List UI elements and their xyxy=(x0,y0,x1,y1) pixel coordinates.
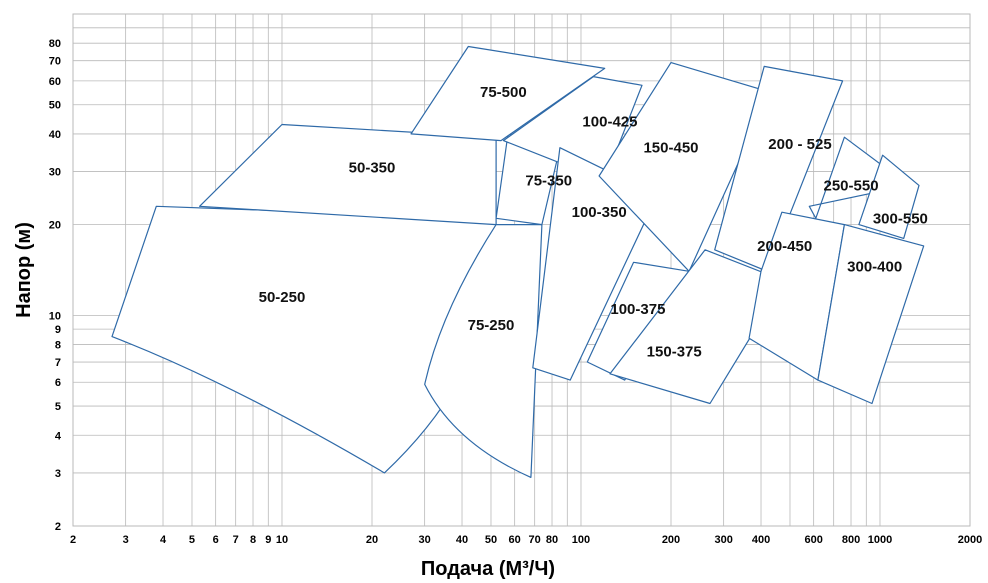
x-tick-label: 50 xyxy=(485,534,497,546)
x-tick-labels: 2 3 4 5 6 7 8 9 10 20 30 40 50 60 70 80 100 200 300 400 600 8… xyxy=(70,534,982,546)
y-tick-labels: 2 3 4 5 6 7 8 9 10 20 30 40 50 60 70 80 xyxy=(49,38,62,533)
x-tick-label: 800 xyxy=(842,534,860,546)
region-label: 300-400 xyxy=(847,259,902,276)
x-tick-label: 400 xyxy=(752,534,770,546)
region-label: 250-550 xyxy=(823,177,878,194)
y-tick-label: 9 xyxy=(55,324,61,336)
region-300-550 xyxy=(858,154,920,239)
y-tick-label: 7 xyxy=(55,357,61,369)
x-tick-label: 30 xyxy=(419,534,431,546)
x-tick-label: 10 xyxy=(276,534,288,546)
region-200-525 xyxy=(714,65,844,272)
y-tick-label: 8 xyxy=(55,340,61,352)
x-tick-label: 200 xyxy=(662,534,680,546)
x-tick-label: 7 xyxy=(233,534,239,546)
pump-regions xyxy=(111,45,925,478)
region-label: 75-250 xyxy=(468,317,515,334)
x-tick-label: 2000 xyxy=(958,534,982,546)
y-tick-label: 5 xyxy=(55,401,61,413)
region-75-250 xyxy=(424,224,543,478)
region-label: 75-500 xyxy=(480,84,527,101)
y-tick-label: 4 xyxy=(55,430,62,442)
region-label: 300-550 xyxy=(873,210,928,227)
x-tick-label: 20 xyxy=(366,534,378,546)
y-tick-label: 30 xyxy=(49,167,61,179)
x-tick-label: 80 xyxy=(546,534,558,546)
x-tick-label: 600 xyxy=(804,534,822,546)
region-75-500 xyxy=(410,45,606,142)
x-tick-label: 5 xyxy=(189,534,195,546)
x-tick-label: 9 xyxy=(265,534,271,546)
x-tick-label: 70 xyxy=(529,534,541,546)
x-tick-label: 60 xyxy=(509,534,521,546)
y-axis-title: Напор (м) xyxy=(13,222,35,318)
y-tick-label: 10 xyxy=(49,310,61,322)
y-tick-label: 50 xyxy=(49,100,61,112)
plot-frame xyxy=(72,13,971,527)
region-label: 150-450 xyxy=(643,140,698,157)
x-tick-label: 8 xyxy=(250,534,256,546)
region-label: 150-375 xyxy=(647,343,702,360)
x-tick-label: 1000 xyxy=(868,534,892,546)
region-label: 50-250 xyxy=(259,289,306,306)
x-tick-label: 4 xyxy=(160,534,167,546)
region-label: 50-350 xyxy=(349,159,396,176)
x-tick-label: 3 xyxy=(123,534,129,546)
region-150-375 xyxy=(609,249,786,405)
x-axis-title: Подача (М³/Ч) xyxy=(421,558,555,580)
region-label: 200-450 xyxy=(757,238,812,255)
region-label: 75-350 xyxy=(525,173,572,190)
x-tick-label: 300 xyxy=(714,534,732,546)
region-labels: 50-250 50-350 75-250 75-350 75-500 100-425 100… xyxy=(259,84,928,360)
region-label: 100-425 xyxy=(582,113,637,130)
region-label: 100-350 xyxy=(572,204,627,221)
x-tick-label: 6 xyxy=(213,534,219,546)
x-tick-label: 40 xyxy=(456,534,468,546)
y-tick-label: 2 xyxy=(55,521,61,533)
y-tick-label: 80 xyxy=(49,38,61,50)
region-100-375 xyxy=(586,261,690,381)
x-tick-label: 100 xyxy=(572,534,590,546)
y-tick-label: 6 xyxy=(55,377,61,389)
region-300-400 xyxy=(817,224,925,405)
y-tick-label: 3 xyxy=(55,468,61,480)
y-tick-label: 70 xyxy=(49,56,61,68)
y-tick-label: 20 xyxy=(49,220,61,232)
region-label: 200 - 525 xyxy=(768,136,831,153)
y-tick-label: 60 xyxy=(49,76,61,88)
x-tick-label: 2 xyxy=(70,534,76,546)
region-label: 100-375 xyxy=(610,301,665,318)
y-tick-label: 40 xyxy=(49,129,61,141)
